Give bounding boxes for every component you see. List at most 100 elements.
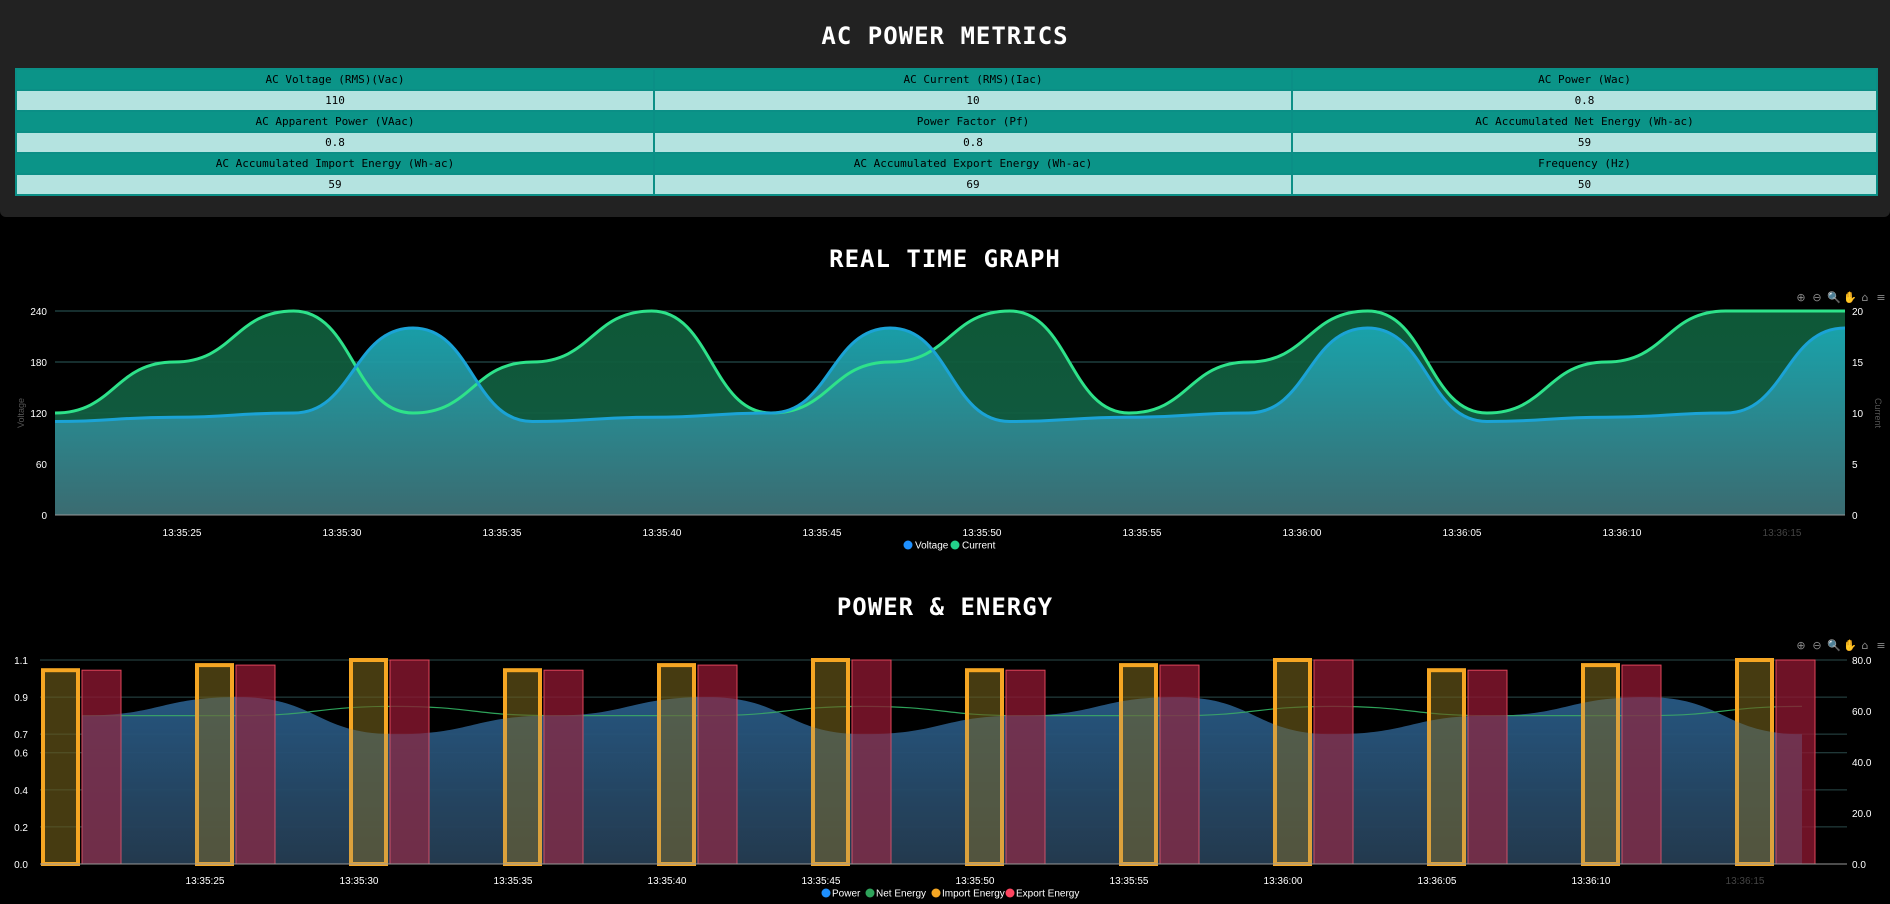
realtime-graph-title: REAL TIME GRAPH <box>829 245 1061 273</box>
menu-icon[interactable]: ≡ <box>1876 291 1886 304</box>
metric-label: Frequency (Hz) <box>1293 154 1876 173</box>
home-icon[interactable]: ⌂ <box>1861 639 1869 652</box>
metric-label: AC Voltage (RMS)(Vac) <box>17 70 653 89</box>
x-tick-label: 13:35:25 <box>186 876 225 887</box>
bar-export-energy <box>235 664 276 865</box>
x-tick-label: 13:36:15 <box>1726 876 1765 887</box>
metric-label: AC Accumulated Net Energy (Wh-ac) <box>1293 112 1876 131</box>
selection-zoom-icon[interactable]: 🔍 <box>1827 639 1841 652</box>
bar-import-energy <box>41 668 80 867</box>
power-energy-toolbar: ⊕ ⊖ 🔍 ✋ ⌂ ≡ <box>1795 640 1887 652</box>
series-voltage-area <box>55 328 1845 515</box>
x-tick-label: 13:35:45 <box>803 528 842 539</box>
metric-value: 69 <box>655 175 1291 194</box>
x-tick-label: 13:35:30 <box>323 528 362 539</box>
x-tick-label: 13:36:05 <box>1443 528 1482 539</box>
power-energy-title: POWER & ENERGY <box>836 593 1054 621</box>
menu-icon[interactable]: ≡ <box>1876 639 1886 652</box>
y2-tick-label: 15 <box>1852 358 1864 369</box>
y-tick-label: 0.9 <box>14 693 28 704</box>
x-tick-label: 13:35:55 <box>1123 528 1162 539</box>
y-tick-label: 0.0 <box>14 860 28 871</box>
legend-marker <box>903 540 913 550</box>
series-current <box>54 309 1845 415</box>
home-icon[interactable]: ⌂ <box>1861 291 1869 304</box>
x-tick-label: 13:35:35 <box>483 528 522 539</box>
x-tick-label: 13:36:00 <box>1283 528 1322 539</box>
x-tick-label: 13:36:00 <box>1264 876 1303 887</box>
y2-axis-title: Current <box>1873 398 1883 429</box>
realtime-graph: 0 60 120 180 240 0 5 10 15 20 Voltage Current 13:35:… <box>16 307 1883 552</box>
metric-value: 0.8 <box>17 133 653 152</box>
x-tick-label: 13:36:05 <box>1418 876 1457 887</box>
legend-marker <box>865 888 875 898</box>
power-energy-graph: 0.0 0.2 0.4 0.6 0.7 0.9 1.1 0.0 20.0 40.0 60.0 80.0… <box>14 656 1872 900</box>
series-power-overlay <box>82 697 1802 864</box>
legend-label: Net Energy <box>876 889 926 900</box>
bar-export-energy <box>1313 659 1354 865</box>
y-tick-label: 1.1 <box>14 656 28 667</box>
metric-value: 10 <box>655 91 1291 110</box>
zoom-in-icon[interactable]: ⊕ <box>1796 639 1806 652</box>
legend-label: Current <box>962 541 996 552</box>
bar-export-energy <box>851 659 892 865</box>
metric-label: AC Current (RMS)(Iac) <box>655 70 1291 89</box>
x-tick-label: 13:35:45 <box>802 876 841 887</box>
metric-value: 0.8 <box>1293 91 1876 110</box>
bar-import-energy <box>195 663 234 866</box>
pan-hand-icon[interactable]: ✋ <box>1843 291 1857 304</box>
y-tick-label: 0.6 <box>14 749 28 760</box>
zoom-out-icon[interactable]: ⊖ <box>1812 291 1822 304</box>
zoom-out-icon[interactable]: ⊖ <box>1812 639 1822 652</box>
y-tick-label: 0.4 <box>14 786 28 797</box>
x-tick-label: 13:36:15 <box>1763 528 1802 539</box>
x-tick-label: 13:35:55 <box>1110 876 1149 887</box>
x-tick-label: 13:36:10 <box>1603 528 1642 539</box>
metric-label: AC Power (Wac) <box>1293 70 1876 89</box>
metric-value: 110 <box>17 91 653 110</box>
metric-label: AC Accumulated Export Energy (Wh-ac) <box>655 154 1291 173</box>
bar-export-energy <box>1005 669 1046 865</box>
x-tick-label: 13:35:50 <box>956 876 995 887</box>
bar-export-energy <box>81 669 122 865</box>
bar-import-energy <box>657 663 696 866</box>
zoom-in-icon[interactable]: ⊕ <box>1796 291 1806 304</box>
y2-tick-label: 60.0 <box>1852 707 1872 718</box>
bar-export-energy <box>543 669 584 865</box>
metric-value: 0.8 <box>655 133 1291 152</box>
pan-hand-icon[interactable]: ✋ <box>1843 639 1857 652</box>
y-tick-label: 60 <box>36 460 48 471</box>
selection-zoom-icon[interactable]: 🔍 <box>1827 291 1841 304</box>
bar-import-energy <box>1119 663 1158 866</box>
x-tick-label: 13:35:30 <box>340 876 379 887</box>
x-tick-label: 13:35:35 <box>494 876 533 887</box>
x-tick-label: 13:35:50 <box>963 528 1002 539</box>
y-tick-label: 120 <box>30 409 47 420</box>
y2-tick-label: 5 <box>1852 460 1858 471</box>
y-axis-title: Voltage <box>16 398 26 428</box>
bar-import-energy <box>1581 663 1620 866</box>
legend-label: Export Energy <box>1016 889 1079 900</box>
y-tick-label: 0.7 <box>14 730 28 741</box>
legend-label: Power <box>832 889 861 900</box>
y2-tick-label: 10 <box>1852 409 1864 420</box>
bar-import-energy <box>965 668 1004 867</box>
y2-tick-label: 20.0 <box>1852 809 1872 820</box>
y2-tick-label: 40.0 <box>1852 758 1872 769</box>
y-tick-label: 180 <box>30 358 47 369</box>
metric-value: 50 <box>1293 175 1876 194</box>
metrics-title: AC POWER METRICS <box>821 22 1069 50</box>
y2-tick-label: 0 <box>1852 511 1858 522</box>
y-tick-label: 0.2 <box>14 823 28 834</box>
y2-tick-label: 80.0 <box>1852 656 1872 667</box>
y-tick-label: 240 <box>30 307 47 318</box>
bar-export-energy <box>1467 669 1508 865</box>
metric-value: 59 <box>17 175 653 194</box>
legend-label: Import Energy <box>942 889 1005 900</box>
series-voltage <box>54 326 1846 424</box>
bar-export-energy <box>1775 659 1816 865</box>
metrics-panel: AC POWER METRICS AC Voltage (RMS)(Vac) AC… <box>0 0 1890 217</box>
legend-label: Voltage <box>915 541 949 552</box>
metric-label: AC Apparent Power (VAac) <box>17 112 653 131</box>
y2-tick-label: 20 <box>1852 307 1864 318</box>
